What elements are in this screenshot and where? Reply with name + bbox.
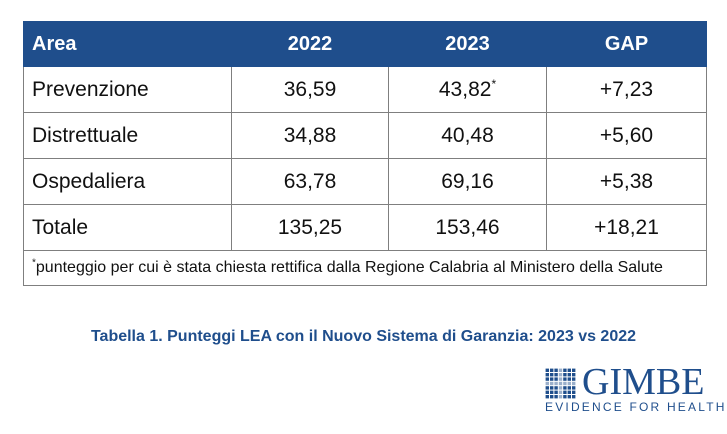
logo-grid-square	[558, 368, 563, 372]
logo-grid-square	[545, 390, 549, 394]
logo-grid-square	[572, 368, 576, 372]
logo-grid-square	[550, 390, 554, 394]
header-gap: GAP	[546, 21, 707, 67]
logo-grid-square	[558, 390, 563, 394]
logo-grid-square	[563, 368, 567, 372]
row-area: Distrettuale	[23, 112, 232, 159]
logo-grid-square	[563, 373, 567, 377]
logo-grid-square	[545, 368, 549, 372]
logo-grid-square	[545, 381, 549, 386]
row-2022: 36,59	[231, 66, 389, 113]
table-row: Distrettuale 34,88 40,48 +5,60	[23, 112, 707, 159]
logo-name: GIMBE	[582, 361, 705, 403]
row-area: Totale	[23, 204, 232, 251]
logo-grid-square	[554, 395, 558, 399]
logo-grid-square	[567, 386, 571, 390]
logo-grid-square	[545, 373, 549, 377]
table-caption: Tabella 1. Punteggi LEA con il Nuovo Sis…	[90, 328, 637, 345]
logo-grid-square	[545, 395, 549, 399]
logo-grid-square	[550, 386, 554, 390]
row-gap: +5,38	[546, 158, 707, 205]
row-2022: 135,25	[231, 204, 389, 251]
table-footnote: *punteggio per cui è stata chiesta retti…	[23, 250, 707, 286]
logo-grid-square	[554, 390, 558, 394]
row-area: Ospedaliera	[23, 158, 232, 205]
logo-grid-square	[563, 395, 567, 399]
logo-grid-square	[567, 390, 571, 394]
logo-grid-square	[572, 386, 576, 390]
logo-grid-square	[554, 377, 558, 381]
logo-grid-square	[567, 381, 571, 386]
logo-grid-square	[563, 390, 567, 394]
row-2023-value: 69,16	[441, 169, 494, 193]
logo-grid-square	[550, 368, 554, 372]
logo-grid-square	[572, 395, 576, 399]
rectification-asterisk: *	[491, 76, 497, 91]
logo-grid-square	[567, 368, 571, 372]
logo-grid-square	[550, 381, 554, 386]
logo-grid-square	[558, 395, 563, 399]
logo-grid-square	[572, 381, 576, 386]
logo-grid-square	[558, 386, 563, 390]
logo-grid-square	[550, 395, 554, 399]
row-area: Prevenzione	[23, 66, 232, 113]
lea-table-container: Area 2022 2023 GAP Prevenzione 36,59 43,…	[23, 21, 707, 286]
logo-grid-square	[563, 377, 567, 381]
logo-grid-square	[550, 377, 554, 381]
logo-grid-square	[567, 377, 571, 381]
row-2023-value: 40,48	[441, 123, 494, 147]
row-gap: +5,60	[546, 112, 707, 159]
header-2022: 2022	[231, 21, 389, 67]
logo-grid-square	[558, 381, 563, 386]
table-row: Ospedaliera 63,78 69,16 +5,38	[23, 158, 707, 205]
row-gap: +18,21	[546, 204, 707, 251]
header-area: Area	[23, 21, 232, 67]
logo-grid-square	[554, 373, 558, 377]
logo-grid-square	[567, 395, 571, 399]
logo-grid-square	[572, 377, 576, 381]
table-header-row: Area 2022 2023 GAP	[23, 21, 707, 67]
row-2022: 34,88	[231, 112, 389, 159]
logo-grid-square	[558, 373, 563, 377]
lea-scores-table: Area 2022 2023 GAP Prevenzione 36,59 43,…	[23, 21, 707, 286]
row-2023: 69,16	[388, 158, 547, 205]
logo-grid-square	[567, 373, 571, 377]
logo-grid-square	[545, 377, 549, 381]
table-footnote-row: *punteggio per cui è stata chiesta retti…	[23, 250, 707, 286]
logo-grid-square	[563, 386, 567, 390]
row-2023: 153,46	[388, 204, 547, 251]
row-gap: +7,23	[546, 66, 707, 113]
header-2023: 2023	[388, 21, 547, 67]
logo-tagline: EVIDENCE FOR HEALTH	[545, 400, 727, 414]
footnote-text: punteggio per cui è stata chiesta rettif…	[35, 259, 663, 276]
logo-grid-square	[550, 373, 554, 377]
logo-grid-square	[572, 373, 576, 377]
gimbe-grid-logo-icon	[545, 368, 577, 400]
row-2023: 43,82*	[388, 66, 547, 113]
logo-grid-square	[563, 381, 567, 386]
logo-grid-square	[545, 386, 549, 390]
logo-grid-square	[558, 377, 563, 381]
table-row: Prevenzione 36,59 43,82* +7,23	[23, 66, 707, 113]
logo-grid-square	[572, 390, 576, 394]
logo-grid-square	[554, 368, 558, 372]
logo-grid-square	[554, 386, 558, 390]
logo-grid-square	[554, 381, 558, 386]
row-2023-value: 43,82	[438, 77, 492, 101]
table-row-total: Totale 135,25 153,46 +18,21	[23, 204, 707, 251]
footnote-asterisk: *	[32, 257, 36, 269]
gimbe-logo: GIMBE EVIDENCE FOR HEALTH	[545, 361, 727, 418]
row-2022: 63,78	[231, 158, 389, 205]
row-2023: 40,48	[388, 112, 547, 159]
row-2023-value: 153,46	[435, 215, 500, 239]
